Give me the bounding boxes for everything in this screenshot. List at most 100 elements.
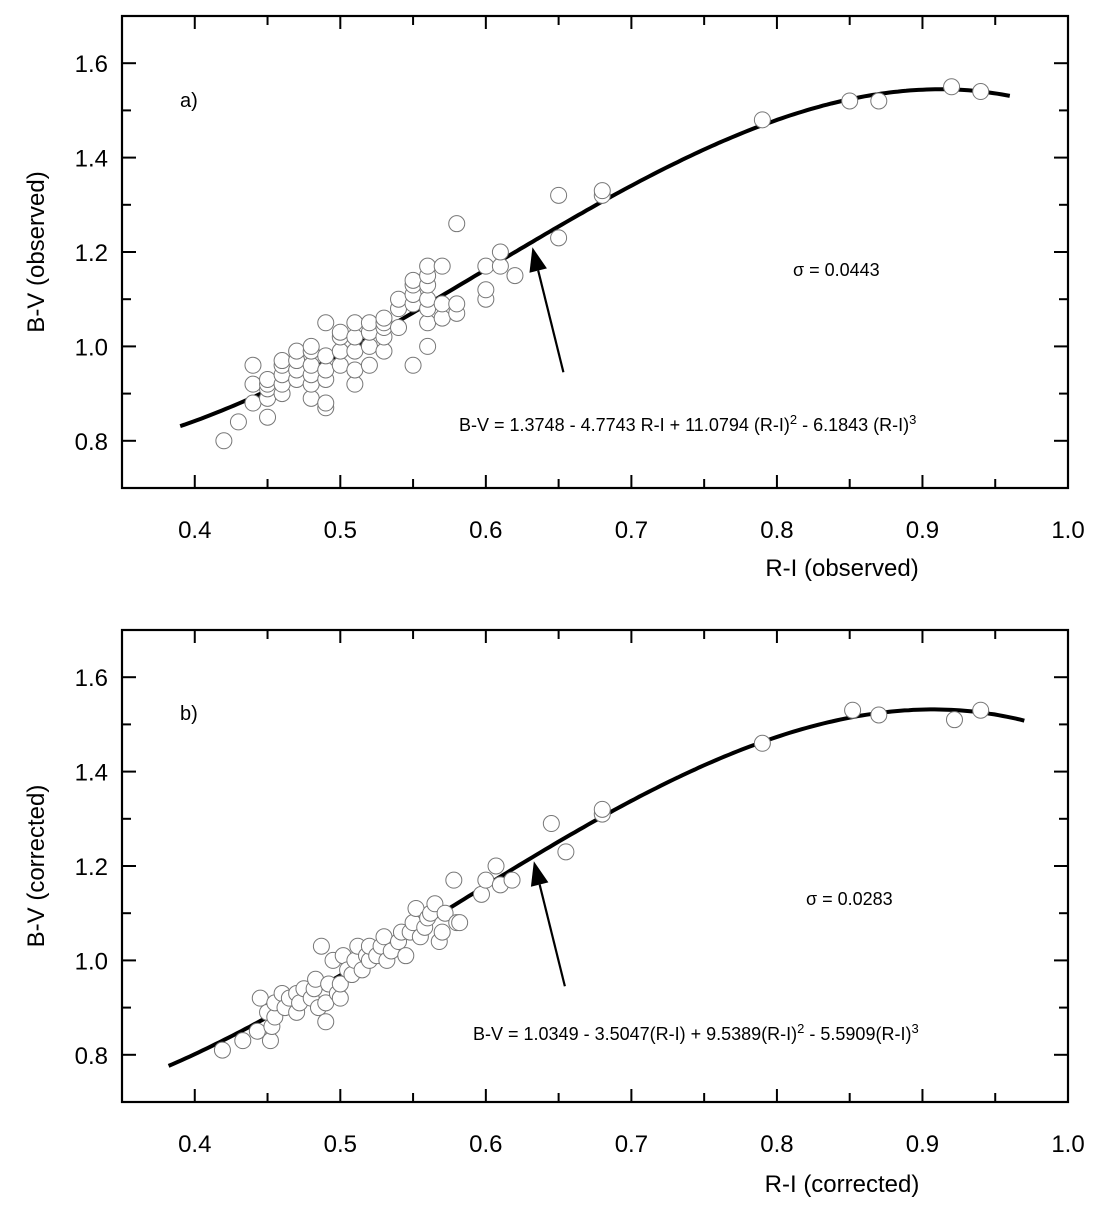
panel-a-xlabel: R-I (observed) [765, 555, 918, 582]
x-tick-label: 0.4 [178, 517, 211, 544]
x-tick-label: 0.8 [760, 1131, 793, 1158]
data-point-open-circle [433, 923, 451, 941]
panel-a-ylabel: B-V (observed) [23, 171, 50, 332]
data-point-open-circle [317, 314, 335, 332]
panel-a-observed: 0.4 0.5 0.6 0.7 0.8 0.9 1.0 0.8 1.0 1.2 1.4 1.6 B-V … [23, 14, 1085, 582]
panel-a-fit-equation: B-V = 1.3748 - 4.7743 R-I + 11.0794 (R-I… [459, 412, 916, 436]
data-point-open-circle [419, 337, 437, 355]
data-point-open-circle [445, 871, 463, 889]
y-tick-label: 1.6 [75, 51, 108, 78]
y-tick-label: 1.0 [75, 334, 108, 361]
data-point-open-circle [487, 857, 505, 875]
data-point-open-circle [451, 914, 469, 932]
data-point-open-circle [844, 701, 862, 719]
x-tick-label: 0.9 [906, 1131, 939, 1158]
data-point-open-circle [593, 182, 611, 200]
data-point-open-circle [360, 337, 378, 355]
data-point-open-circle [244, 356, 262, 374]
x-tick-label: 0.6 [469, 1131, 502, 1158]
data-point-open-circle [346, 342, 364, 360]
data-point-open-circle [312, 937, 330, 955]
x-tick-label: 1.0 [1051, 517, 1084, 544]
data-point-open-circle [375, 342, 393, 360]
data-point-open-circle [841, 92, 859, 110]
x-tick-label: 0.6 [469, 517, 502, 544]
data-point-open-circle [390, 290, 408, 308]
data-point-open-circle [397, 947, 415, 965]
data-point-open-circle [251, 989, 269, 1007]
x-tick-label: 0.8 [760, 517, 793, 544]
data-point-open-circle [302, 356, 320, 374]
data-point-open-circle [870, 92, 888, 110]
data-point-open-circle [436, 904, 454, 922]
panel-b-fit-equation: B-V = 1.0349 - 3.5047(R-I) + 9.5389(R-I)… [473, 1021, 919, 1045]
data-point-open-circle [404, 271, 422, 289]
data-point-open-circle [244, 394, 262, 412]
data-point-open-circle [404, 356, 422, 374]
data-point-open-circle [360, 356, 378, 374]
data-point-open-circle [753, 734, 771, 752]
data-point-open-circle [557, 843, 575, 861]
x-tick-label: 0.5 [324, 1131, 357, 1158]
y-tick-label: 1.6 [75, 665, 108, 692]
data-point-open-circle [542, 815, 560, 833]
data-point-open-circle [972, 701, 990, 719]
data-point-open-circle [943, 78, 961, 96]
data-point-open-circle [419, 314, 437, 332]
data-point-open-circle [433, 257, 451, 275]
data-point-open-circle [331, 356, 349, 374]
data-point-open-circle [753, 111, 771, 129]
data-point-open-circle [317, 394, 335, 412]
x-tick-label: 0.4 [178, 1131, 211, 1158]
annotation-arrow-line [537, 270, 565, 373]
data-point-open-circle [346, 314, 364, 332]
data-point-open-circle [593, 800, 611, 818]
y-tick-label: 1.0 [75, 948, 108, 975]
data-point-open-circle [477, 871, 495, 889]
y-tick-label: 1.4 [75, 146, 108, 173]
data-point-open-circle [375, 309, 393, 327]
data-point-open-circle [945, 711, 963, 729]
data-point-open-circle [331, 975, 349, 993]
data-point-open-circle [346, 328, 364, 346]
data-point-open-circle [972, 83, 990, 101]
data-point-open-circle [477, 281, 495, 299]
x-tick-label: 0.5 [324, 517, 357, 544]
data-point-open-circle [491, 257, 509, 275]
data-point-open-circle [259, 370, 277, 388]
data-point-open-circle [346, 361, 364, 379]
annotation-arrow-line [538, 884, 566, 987]
data-point-open-circle [419, 257, 437, 275]
data-point-open-circle [419, 290, 437, 308]
arrow-head-icon [529, 247, 547, 273]
data-point-open-circle [288, 342, 306, 360]
data-point-open-circle [448, 295, 466, 313]
data-point-open-circle [550, 229, 568, 247]
data-point-open-circle [213, 1041, 231, 1059]
data-point-open-circle [331, 323, 349, 341]
data-point-open-circle [550, 186, 568, 204]
data-point-open-circle [870, 706, 888, 724]
data-point-open-circle [302, 389, 320, 407]
data-point-open-circle [317, 361, 335, 379]
data-point-open-circle [273, 352, 291, 370]
data-point-open-circle [506, 267, 524, 285]
data-point-open-circle [472, 885, 490, 903]
data-point-open-circle [346, 375, 364, 393]
data-point-open-circle [261, 1032, 279, 1050]
data-point-open-circle [317, 347, 335, 365]
data-point-open-circle [331, 342, 349, 360]
y-tick-label: 0.8 [75, 1043, 108, 1070]
panel-b-corrected: 0.4 0.5 0.6 0.7 0.8 0.9 1.0 0.8 1.0 1.2 1.4 1.6 B-V … [23, 628, 1085, 1198]
data-point-open-circle [433, 295, 451, 313]
data-point-open-circle [215, 432, 233, 450]
data-point-open-circle [317, 1013, 335, 1031]
x-tick-label: 0.9 [906, 517, 939, 544]
data-point-open-circle [390, 319, 408, 337]
panel-b-label: b) [180, 703, 198, 725]
data-point-open-circle [331, 989, 349, 1007]
panel-b-ylabel: B-V (corrected) [23, 785, 50, 948]
x-tick-label: 0.7 [615, 517, 648, 544]
